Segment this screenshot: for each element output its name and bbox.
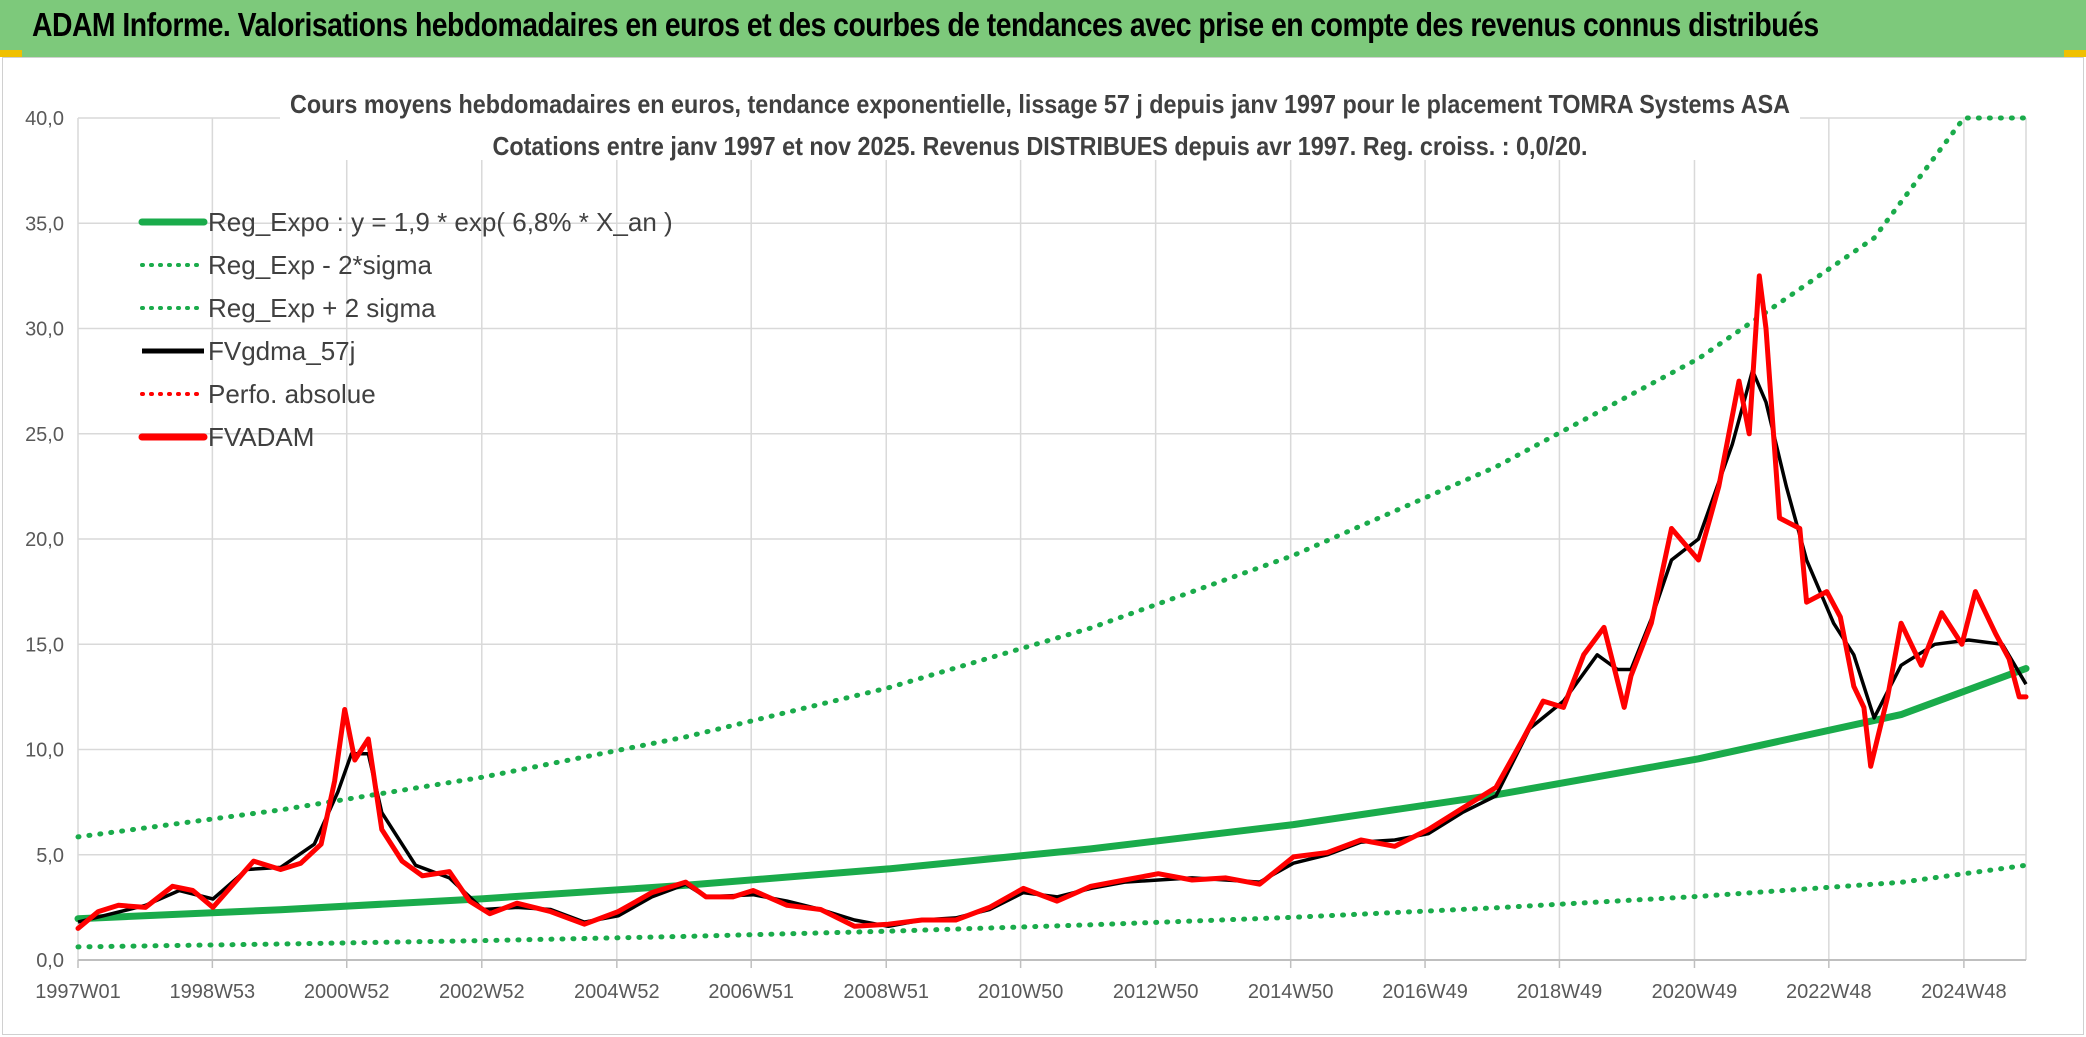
y-tick-label: 10,0 <box>25 740 64 762</box>
x-tick-label: 1997W01 <box>35 981 121 1003</box>
report-banner <box>0 0 2086 57</box>
legend: Reg_Expo : y = 1,9 * exp( 6,8% * X_an ) R… <box>138 207 673 452</box>
legend-label: Reg_Expo : y = 1,9 * exp( 6,8% * X_an ) <box>208 207 673 237</box>
x-tick-label: 2024W48 <box>1921 981 2007 1003</box>
y-tick-label: 15,0 <box>25 634 64 656</box>
y-tick-label: 40,0 <box>25 108 64 130</box>
x-tick-label: 1998W53 <box>170 981 256 1003</box>
series-line-3 <box>77 368 2028 929</box>
y-tick-label: 25,0 <box>25 424 64 446</box>
x-tick-label: 2006W51 <box>708 981 794 1003</box>
legend-label: Reg_Exp + 2 sigma <box>208 293 436 323</box>
chart-subtitle: Cotations entre janv 1997 et nov 2025. R… <box>493 131 1588 161</box>
legend-label: FVADAM <box>208 422 314 452</box>
chart-title-mask <box>280 86 1800 160</box>
x-tick-label: 2010W50 <box>978 981 1064 1003</box>
banner-accent-right <box>2064 50 2086 57</box>
x-axis: 1997W01 1998W53 2000W52 2002W52 2004W52 2006W… <box>35 959 2026 1003</box>
legend-label: FVgdma_57j <box>208 336 355 366</box>
y-tick-label: 30,0 <box>25 319 64 341</box>
x-tick-label: 2022W48 <box>1786 981 1872 1003</box>
y-tick-label: 0,0 <box>36 950 64 972</box>
x-tick-label: 2018W49 <box>1517 981 1603 1003</box>
x-tick-label: 2014W50 <box>1248 981 1334 1003</box>
x-tick-label: 2000W52 <box>304 981 390 1003</box>
banner-accent-left <box>0 50 22 57</box>
series-line-5 <box>75 273 2029 931</box>
series-line-0 <box>74 665 2030 923</box>
legend-label: Reg_Exp - 2*sigma <box>208 250 433 280</box>
x-tick-label: 2016W49 <box>1382 981 1468 1003</box>
series-layer <box>74 115 2030 950</box>
report-title: ADAM Informe. Valorisations hebdomadaire… <box>32 6 1819 43</box>
y-axis: 0,0 5,0 10,0 15,0 20,0 25,0 30,0 35,0 40,0 <box>25 108 64 972</box>
x-tick-label: 2002W52 <box>439 981 525 1003</box>
series-line-1 <box>75 862 2029 950</box>
y-tick-label: 35,0 <box>25 213 64 235</box>
x-tick-label: 2004W52 <box>574 981 660 1003</box>
series-line-2 <box>75 115 2029 840</box>
x-tick-label: 2012W50 <box>1113 981 1199 1003</box>
chart-title: Cours moyens hebdomadaires en euros, ten… <box>290 89 1790 119</box>
y-tick-label: 20,0 <box>25 529 64 551</box>
gridlines <box>77 117 2027 961</box>
legend-label: Perfo. absolue <box>208 379 376 409</box>
x-tick-label: 2020W49 <box>1652 981 1738 1003</box>
y-tick-label: 5,0 <box>36 845 64 867</box>
x-tick-label: 2008W51 <box>843 981 929 1003</box>
chart-frame <box>2 57 2084 1035</box>
